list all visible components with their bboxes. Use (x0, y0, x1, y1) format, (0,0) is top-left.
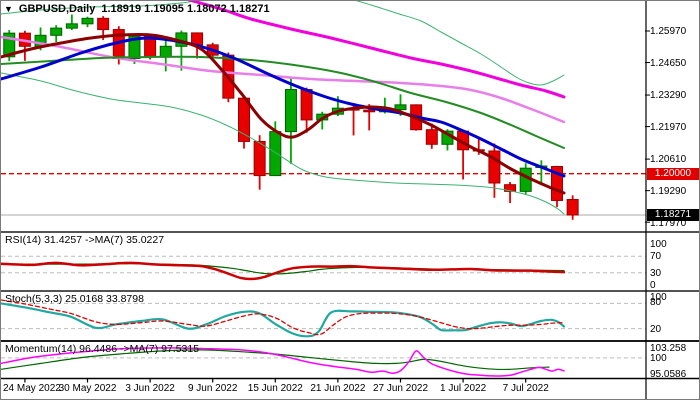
rsi-axis-label: 0 (650, 279, 656, 291)
price-tick-label: 1.25970 (650, 26, 687, 37)
chart-title-ohlc: 1.18919 1.19095 1.18072 1.18271 (101, 3, 270, 15)
date-axis[interactable]: 24 May 2022 30 May 2022 3 Jun 2022 9 Jun… (1, 379, 646, 399)
chart-title: ▼ GBPUSD,Daily 1.18919 1.19095 1.18072 1… (4, 3, 270, 15)
date-tick-label: 7 Jul 2022 (502, 383, 549, 394)
panel-splitter-rsi[interactable] (1, 230, 646, 234)
panel-splitter-stoch[interactable] (1, 289, 646, 293)
price-tick-label: 1.20610 (650, 154, 687, 165)
panel-splitter-momentum[interactable] (1, 339, 646, 343)
momentum-axis-label: 103.258 (650, 342, 687, 354)
date-tick-label: 21 Jun 2022 (310, 383, 366, 394)
price-axis[interactable]: 1.25970 1.24650 1.23290 1.21970 1.20610 … (646, 1, 699, 399)
momentum-axis-label: 100 (650, 353, 667, 364)
stoch-axis-label: 20 (650, 323, 662, 335)
stoch-axis-label: 100 (650, 292, 667, 303)
price-tick-label: 1.23290 (650, 90, 687, 101)
stoch-axis-label: 80 (650, 297, 662, 308)
date-tick-label: 1 Jul 2022 (440, 383, 487, 394)
date-tick-label: 9 Jun 2022 (187, 383, 238, 394)
rsi-axis-label: 100 (650, 239, 667, 250)
date-tick-label: 3 Jun 2022 (125, 383, 175, 394)
chart-title-symbol: GBPUSD,Daily (18, 3, 96, 15)
date-tick-label: 24 May 2022 (3, 383, 61, 394)
price-level-badge: 1.20000 (647, 167, 699, 180)
date-tick-label: 15 Jun 2022 (247, 383, 303, 394)
price-tick-label: 1.17970 (650, 217, 687, 229)
date-tick-label: 27 Jun 2022 (372, 383, 429, 394)
rsi-title: RSI(14) 31.4257 ->MA(7) 35.0227 (5, 234, 165, 246)
current-price-badge: 1.18271 (647, 209, 699, 221)
stoch-title: Stoch(5,3,3) 25.0168 33.8798 (5, 293, 144, 305)
rsi-axis-label: 30 (650, 267, 662, 279)
date-tick-label: 30 May 2022 (58, 383, 117, 394)
rsi-axis-label: 70 (650, 251, 662, 262)
momentum-title: Momentum(14) 96.4486 ->MA(7) 97.5315 (5, 343, 200, 355)
price-tick-label: 1.24650 (650, 57, 687, 69)
symbol-dropdown-icon[interactable]: ▼ (4, 3, 13, 14)
price-tick-label: 1.19290 (650, 185, 687, 197)
momentum-axis-label: 95.0586 (650, 369, 687, 380)
price-tick-label: 1.21970 (650, 121, 687, 133)
